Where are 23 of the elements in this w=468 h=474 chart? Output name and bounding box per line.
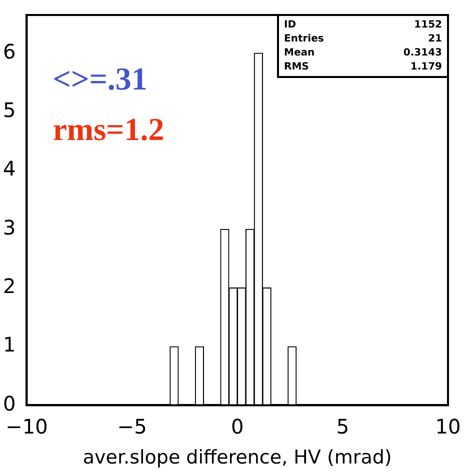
y-tick-label: 2	[2, 274, 16, 298]
y-tick-label: 6	[2, 39, 16, 64]
y-tick-label: 4	[2, 156, 16, 181]
annotation: RMS	[284, 62, 309, 73]
y-tick-label: 5	[2, 98, 16, 122]
annotation: Entries	[284, 34, 324, 45]
annotation: 1.179	[410, 62, 442, 73]
x-axis-title: aver.slope difference, HV (mrad)	[82, 446, 392, 469]
annotation: 1152	[414, 20, 442, 31]
x-tick-label: −10	[6, 414, 48, 438]
y-tick-label: 1	[2, 332, 16, 357]
annotation: ID	[284, 20, 296, 31]
y-tick-label: 3	[2, 215, 16, 240]
annotation: rms=1.2	[52, 111, 164, 148]
annotation: 0.3143	[403, 48, 442, 59]
annotation: Mean	[284, 48, 315, 59]
x-tick-label: −5	[117, 414, 147, 438]
y-tick-label: 0	[2, 391, 16, 416]
x-tick-label: 5	[336, 414, 350, 438]
x-tick-label: 10	[435, 414, 461, 438]
annotation: <>=.31	[52, 60, 148, 96]
annotation: 21	[428, 34, 442, 45]
x-tick-label: 0	[230, 414, 244, 438]
